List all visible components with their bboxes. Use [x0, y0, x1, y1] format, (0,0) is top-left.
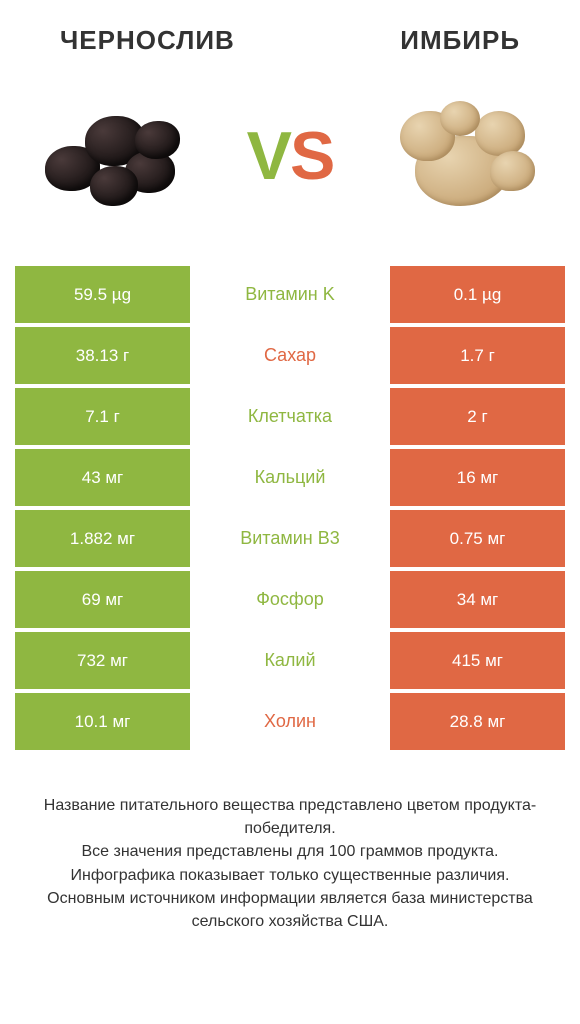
nutrient-label: Сахар	[190, 327, 390, 384]
right-value: 16 мг	[390, 449, 565, 506]
table-row: 7.1 гКлетчатка2 г	[15, 388, 565, 445]
nutrient-label: Холин	[190, 693, 390, 750]
right-value: 28.8 мг	[390, 693, 565, 750]
ginger-blob	[440, 101, 480, 136]
left-value: 732 мг	[15, 632, 190, 689]
prune-image	[30, 81, 200, 231]
left-food-title: ЧЕРНОСЛИВ	[60, 25, 235, 56]
table-row: 732 мгКалий415 мг	[15, 632, 565, 689]
prune-blob	[135, 121, 180, 159]
vs-s: S	[290, 118, 333, 194]
header: ЧЕРНОСЛИВ ИМБИРЬ	[0, 0, 580, 66]
nutrient-label: Клетчатка	[190, 388, 390, 445]
nutrient-label: Витамин B3	[190, 510, 390, 567]
left-value: 38.13 г	[15, 327, 190, 384]
nutrient-label: Калий	[190, 632, 390, 689]
left-value: 1.882 мг	[15, 510, 190, 567]
table-row: 38.13 гСахар1.7 г	[15, 327, 565, 384]
right-value: 1.7 г	[390, 327, 565, 384]
right-value: 0.75 мг	[390, 510, 565, 567]
right-value: 34 мг	[390, 571, 565, 628]
table-row: 1.882 мгВитамин B30.75 мг	[15, 510, 565, 567]
left-value: 10.1 мг	[15, 693, 190, 750]
left-value: 7.1 г	[15, 388, 190, 445]
right-value: 0.1 µg	[390, 266, 565, 323]
ginger-blob	[490, 151, 535, 191]
table-row: 43 мгКальций16 мг	[15, 449, 565, 506]
footer-line: Основным источником информации является …	[20, 887, 560, 933]
right-value: 415 мг	[390, 632, 565, 689]
nutrient-label: Фосфор	[190, 571, 390, 628]
footer-line: Инфографика показывает только существенн…	[20, 864, 560, 887]
right-value: 2 г	[390, 388, 565, 445]
left-value: 59.5 µg	[15, 266, 190, 323]
images-row: VS	[0, 66, 580, 266]
footer-line: Все значения представлены для 100 граммо…	[20, 840, 560, 863]
footer-line: Название питательного вещества представл…	[20, 794, 560, 840]
nutrient-label: Витамин K	[190, 266, 390, 323]
ginger-image	[380, 81, 550, 231]
nutrient-label: Кальций	[190, 449, 390, 506]
table-row: 59.5 µgВитамин K0.1 µg	[15, 266, 565, 323]
table-row: 10.1 мгХолин28.8 мг	[15, 693, 565, 750]
comparison-table: 59.5 µgВитамин K0.1 µg38.13 гСахар1.7 г7…	[0, 266, 580, 750]
left-value: 69 мг	[15, 571, 190, 628]
vs-label: VS	[247, 117, 334, 195]
table-row: 69 мгФосфор34 мг	[15, 571, 565, 628]
vs-v: V	[247, 118, 290, 194]
footer-note: Название питательного вещества представл…	[0, 754, 580, 933]
right-food-title: ИМБИРЬ	[400, 25, 520, 56]
left-value: 43 мг	[15, 449, 190, 506]
ginger-blob	[475, 111, 525, 156]
prune-blob	[90, 166, 138, 206]
